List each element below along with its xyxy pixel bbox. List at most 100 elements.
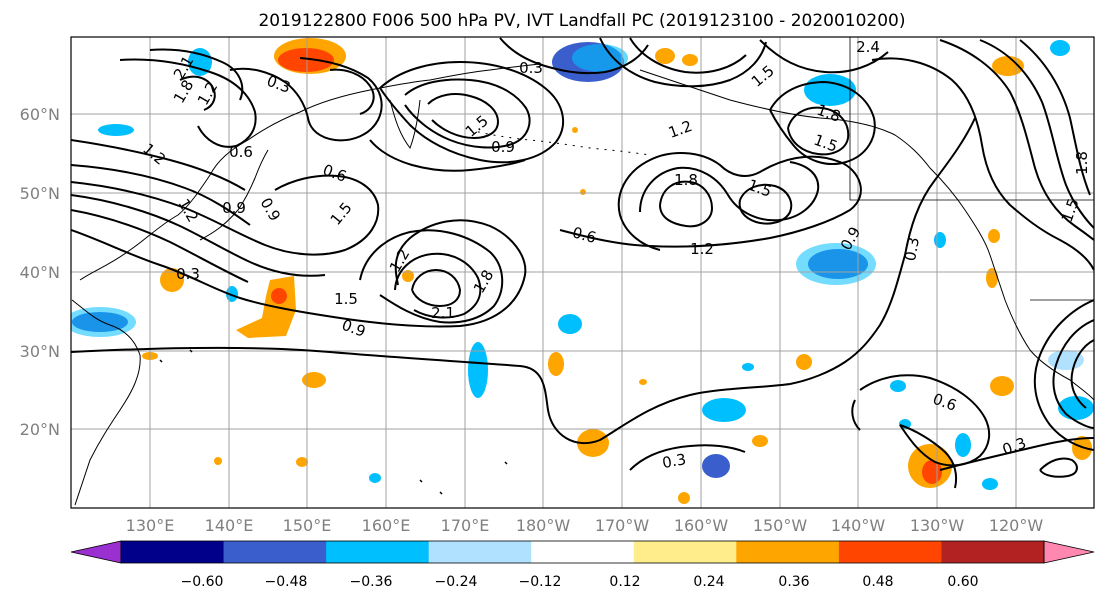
contour-line: [759, 39, 889, 74]
neg-patch: [890, 380, 906, 392]
pos-patch: [271, 288, 287, 304]
contour-line: [787, 106, 850, 156]
contour-line: [359, 229, 504, 324]
lon-label: 130°W: [910, 516, 965, 535]
pos-patch: [639, 379, 647, 385]
neg-patch: [558, 314, 582, 334]
contour-labels: 2.1 1.8 1.2 0.3 0.3 1.5 0.9 1.2 2.4 1.5 …: [139, 38, 1091, 472]
colorbar-tick-label: −0.12: [519, 574, 562, 590]
pos-patch: [752, 435, 768, 447]
lon-label: 130°E: [126, 516, 175, 535]
neg-patch: [702, 454, 730, 478]
contour-label: 0.3: [901, 236, 923, 263]
contour-line: [379, 60, 564, 164]
canada-border: [849, 37, 1094, 201]
contour-line: [904, 117, 976, 256]
contour-line: [871, 57, 1094, 271]
neg-patch: [934, 232, 946, 248]
contour-line: [1052, 319, 1094, 429]
lon-labels: 130°E 140°E 150°E 160°E 170°E 180°W 170°…: [126, 516, 1044, 535]
colorbar-extension-high: [1043, 540, 1095, 564]
lon-label: 120°W: [989, 516, 1044, 535]
colorbar-frame: [120, 540, 1045, 564]
colorbar-tick-label: 0.24: [693, 574, 724, 590]
neg-patch: [1048, 350, 1084, 370]
contour-label: 0.3: [661, 450, 688, 472]
contour-line: [71, 174, 380, 256]
contour-line: [939, 437, 1094, 471]
contour-label: 0.6: [570, 223, 598, 247]
contour-line: [404, 78, 531, 149]
colorbar-tick-label: 0.48: [862, 574, 893, 590]
lon-label: 150°W: [753, 516, 808, 535]
contour-line: [851, 399, 861, 431]
lon-label: 160°E: [362, 516, 411, 535]
contour-label: 1.8: [1073, 151, 1091, 175]
lat-label: 40°N: [20, 263, 60, 282]
contour-line: [149, 48, 244, 101]
contour-line: [71, 194, 326, 277]
neg-patch: [982, 478, 998, 490]
contour-line: [394, 252, 482, 319]
neg-patch: [1058, 396, 1094, 420]
neg-patch: [572, 44, 628, 72]
lat-labels: 60°N 50°N 40°N 30°N 20°N: [20, 105, 60, 439]
lon-label: 180°W: [516, 516, 571, 535]
colorbar-tick-label: 0.36: [778, 574, 809, 590]
pos-patch: [986, 268, 998, 288]
contour-line: [629, 444, 746, 471]
neg-patch: [742, 363, 754, 371]
contour-line: [559, 152, 862, 251]
pos-patch: [682, 54, 698, 66]
neg-patch: [955, 433, 971, 457]
colorbar-segment: [736, 541, 840, 563]
contour-line: [859, 374, 991, 467]
neg-patch: [796, 243, 876, 285]
contour-label: 1.5: [334, 290, 358, 308]
contour-label: 2.4: [856, 38, 880, 56]
neg-patch: [702, 398, 746, 422]
pos-patch: [548, 352, 564, 376]
colorbar-segment: [838, 541, 942, 563]
colorbar: [70, 540, 1095, 564]
lon-label: 170°E: [441, 516, 490, 535]
pos-patch: [302, 372, 326, 388]
pos-patch: [160, 268, 184, 292]
pos-patch: [655, 48, 675, 64]
pacific-islands: [159, 349, 508, 495]
contour-line: [499, 37, 649, 75]
contour-line: [899, 424, 958, 489]
contour-line: [71, 254, 906, 445]
neg-patch: [468, 342, 488, 398]
lon-label: 140°W: [831, 516, 886, 535]
contour-line: [71, 139, 246, 191]
graticule: [71, 37, 1094, 508]
japan-coast: [199, 149, 269, 241]
lat-label: 60°N: [20, 105, 60, 124]
contour-line: [1019, 39, 1091, 196]
colorbar-tick-label: −0.48: [265, 574, 308, 590]
contour-line: [71, 164, 251, 226]
contour-label: 0.9: [491, 138, 515, 156]
colorbar-segment: [428, 541, 532, 563]
figure-title: 2019122800 F006 500 hPa PV, IVT Landfall…: [258, 11, 905, 31]
contour-line: [1070, 339, 1094, 409]
pos-patch: [402, 270, 414, 282]
contour-label: 0.3: [519, 59, 543, 77]
map-content: 2.1 1.8 1.2 0.3 0.3 1.5 0.9 1.2 2.4 1.5 …: [71, 37, 1094, 508]
contour-line: [769, 80, 876, 165]
contour-label: 0.6: [229, 143, 253, 161]
asia-coast: [79, 63, 541, 281]
colorbar-tick-label: −0.24: [435, 574, 478, 590]
pos-patch: [580, 189, 586, 195]
pv-contours: [71, 37, 1094, 489]
pos-patch: [572, 127, 578, 133]
contour-line: [939, 39, 1094, 241]
colorbar-tick-label: 0.60: [947, 574, 978, 590]
colorbar-extension-low: [70, 540, 122, 564]
contour-line: [659, 180, 714, 228]
pos-patch: [990, 376, 1014, 396]
contour-line: [979, 39, 1094, 229]
colorbar-ticks: −0.60 −0.48 −0.36 −0.24 −0.12 0.12 0.24 …: [181, 574, 979, 590]
contour-line: [71, 219, 527, 328]
